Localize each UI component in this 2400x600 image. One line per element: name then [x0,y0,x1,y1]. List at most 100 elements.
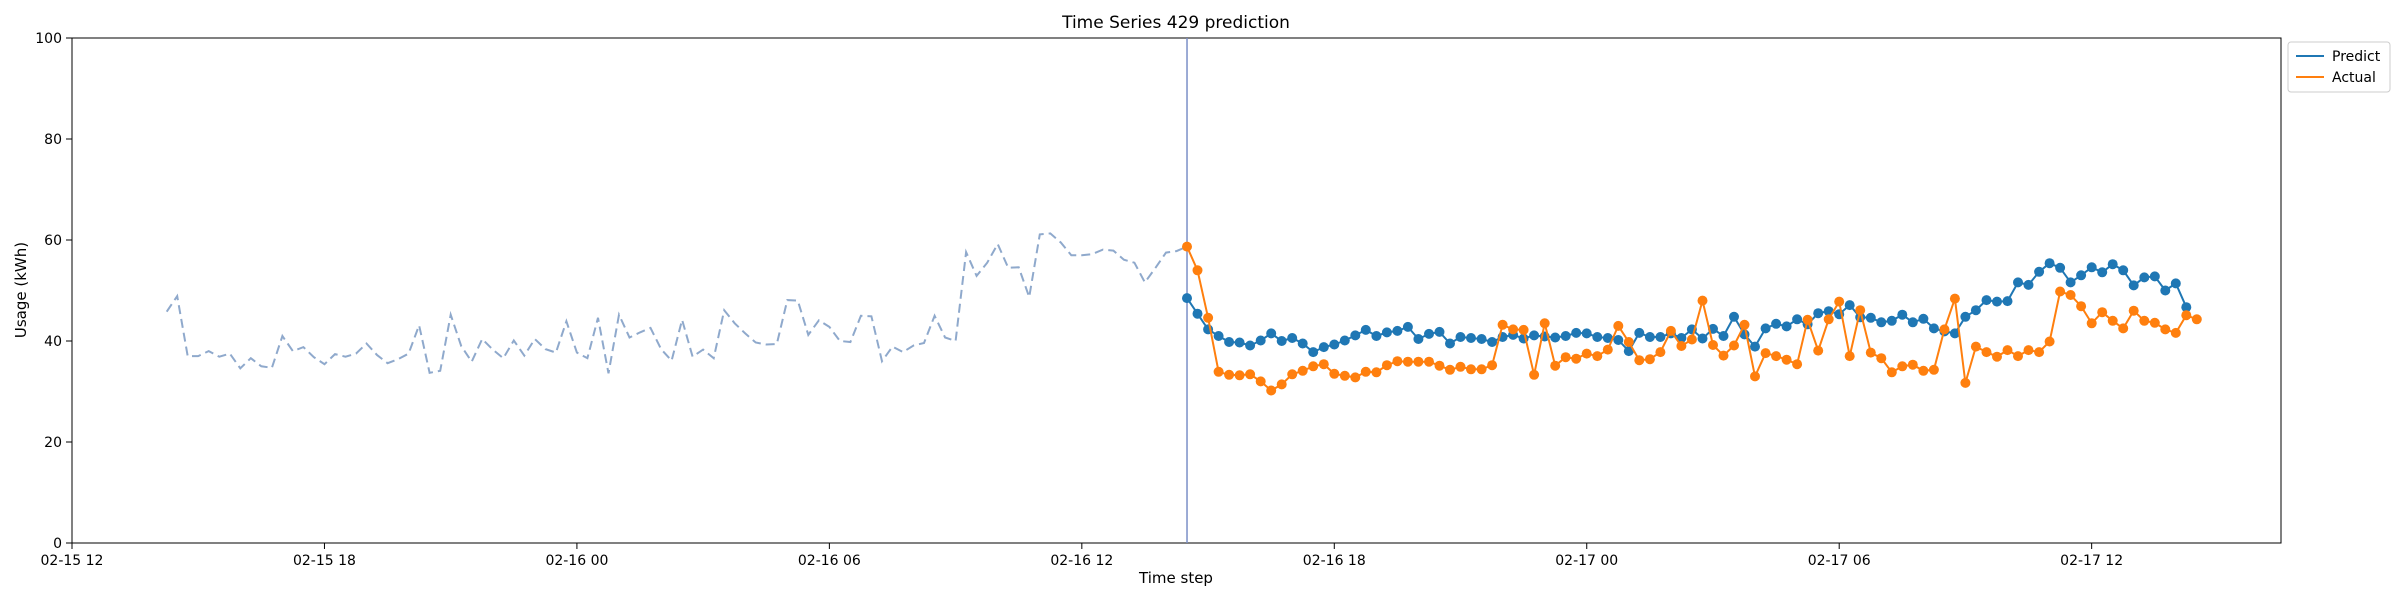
predict-point [1865,312,1876,323]
predict-point [1781,321,1792,332]
predict-point [1392,325,1403,336]
actual-point [1992,351,2002,362]
actual-point [1213,366,1224,377]
actual-point [1581,348,1592,359]
actual-point [1949,293,1960,304]
predict-point [1487,337,1498,347]
predict-point [1676,333,1687,343]
actual-point [1686,334,1697,345]
actual-point [1771,351,1782,362]
legend-label-actual: Actual [2332,70,2376,86]
actual-point [2034,347,2045,358]
x-tick-label: 02-17 12 [2060,553,2123,569]
predict-point [1318,342,1329,353]
predict-point [1718,331,1729,341]
actual-point [1918,365,1929,376]
actual-point [1739,319,1750,330]
actual-point [1434,360,1445,371]
x-tick-label: 02-15 18 [293,553,356,569]
legend-box [2287,41,2391,93]
predict-point [1234,337,1245,348]
y-axis-title: Usage (kWh) [12,242,30,338]
predict-point [2149,271,2160,282]
actual-point [2107,315,2118,326]
actual-point [2013,351,2023,362]
predict-point [1466,333,1476,343]
actual-point [1518,324,1529,335]
chart-title: Time Series 429 prediction [1061,13,1290,33]
actual-point [1308,361,1319,372]
history-line [165,232,1188,374]
predict-point [1297,338,1308,349]
actual-point [1897,361,1908,372]
actual-point [1424,356,1434,367]
predict-series [1182,258,2192,358]
actual-point [1813,345,1824,356]
predict-point [1960,311,1971,322]
actual-point [1907,359,1918,370]
predict-point [1750,341,1760,352]
predict-point [1644,332,1655,342]
actual-point [2170,327,2181,338]
actual-point [1445,364,1455,375]
predict-point [1182,293,1192,304]
predict-point [1381,327,1392,338]
actual-point [1697,295,1708,306]
predict-point [1476,334,1487,344]
actual-point [1266,385,1277,396]
actual-point [1487,360,1498,371]
legend: Predict Actual [2287,41,2391,93]
actual-point [1350,372,1361,383]
actual-point [1318,359,1329,370]
predict-point [2065,277,2076,288]
actual-point [1655,347,1666,358]
actual-point [1329,368,1340,379]
predict-point [2181,302,2192,313]
actual-point [1665,325,1676,336]
predict-point [2128,280,2139,291]
predict-point [1413,334,1424,344]
x-tick-label: 02-16 06 [798,553,861,569]
predict-point [2044,258,2055,269]
predict-point [2160,285,2171,296]
history-layer [165,232,1188,374]
actual-point [1497,319,1508,330]
predict-point [1907,317,1918,328]
y-axis: 0 20 40 60 80 100 [35,31,72,552]
predict-point [1613,335,1624,345]
actual-point [1392,356,1403,367]
actual-point [2065,290,2076,300]
actual-point [2076,301,2087,312]
predict-point [1266,328,1277,339]
actual-point [1634,355,1645,366]
actual-point [1781,354,1792,365]
predict-point [2034,266,2045,277]
predict-point [1886,315,1897,326]
predict-point [2013,277,2023,288]
predict-point [1928,323,1939,334]
actual-point [1224,369,1235,380]
actual-point [1255,376,1266,387]
actual-point [1508,324,1519,335]
predict-point [2055,262,2066,273]
actual-point [1466,364,1476,375]
predict-point [1192,308,1203,319]
predict-point [2170,278,2181,289]
y-tick-label: 20 [44,435,62,451]
actual-point [2055,286,2066,297]
predict-point [1287,333,1298,343]
actual-point [1571,353,1582,364]
actual-point [2149,317,2160,328]
x-tick-label: 02-16 18 [1303,553,1366,569]
x-tick-label: 02-17 06 [1808,553,1871,569]
actual-point [2118,323,2129,334]
actual-point [1760,348,1771,359]
actual-point [1455,361,1466,372]
actual-point [1413,356,1424,367]
x-tick-label: 02-15 12 [41,553,104,569]
predict-point [1813,308,1824,319]
actual-point [1886,367,1897,378]
actual-point [1865,347,1876,358]
